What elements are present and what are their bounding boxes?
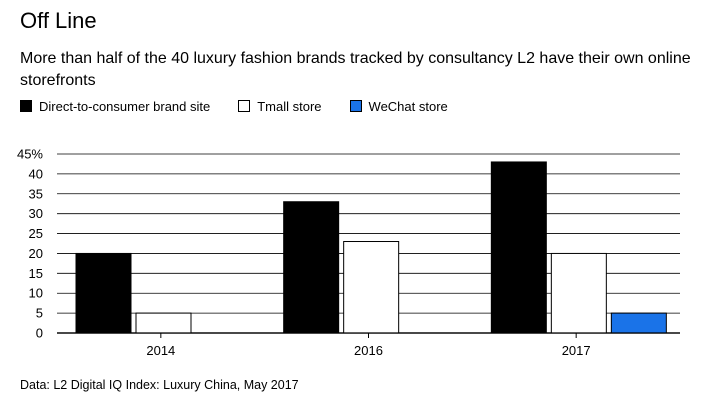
y-tick-label: 0	[36, 326, 43, 341]
legend-label-wechat: WeChat store	[368, 98, 448, 114]
bar-direct-to-consumer-brand-site	[283, 201, 340, 334]
y-tick-label: 10	[29, 286, 43, 301]
legend: Direct-to-consumer brand site Tmall stor…	[20, 97, 476, 115]
x-tick-label: 2017	[562, 343, 591, 358]
bar-tmall-store	[135, 312, 192, 334]
y-tick-label: 5	[36, 306, 43, 321]
y-tick-label: 15	[29, 266, 43, 281]
legend-swatch-wechat	[349, 100, 362, 112]
x-tick-label: 2014	[146, 343, 175, 358]
legend-label-direct: Direct-to-consumer brand site	[39, 98, 211, 114]
bar-chart: 0 5 10 15 20 25 30 35 40 45% 2014 2016 2017	[17, 147, 680, 358]
source-note: Data: L2 Digital IQ Index: Luxury China,…	[20, 378, 299, 392]
y-tick-label: 25	[29, 226, 43, 241]
bar-direct-to-consumer-brand-site	[490, 161, 547, 334]
legend-item-direct: Direct-to-consumer brand site	[20, 99, 210, 114]
bar-wechat-store	[610, 312, 667, 334]
bar-tmall-store	[343, 241, 400, 334]
y-tick-label: 30	[29, 206, 43, 221]
y-tick-label: 20	[29, 246, 43, 261]
legend-swatch-tmall	[238, 100, 251, 112]
x-tick-label: 2016	[354, 343, 383, 358]
bar-tmall-store	[550, 252, 607, 334]
legend-label-tmall: Tmall store	[257, 98, 322, 114]
chart-subtitle: More than half of the 40 luxury fashion …	[20, 50, 691, 89]
y-tick-label: 35	[29, 186, 43, 201]
bar-direct-to-consumer-brand-site	[75, 252, 132, 334]
legend-swatch-direct	[20, 100, 32, 112]
legend-item-wechat: WeChat store	[349, 98, 448, 114]
y-tick-label: 40	[29, 166, 43, 181]
legend-item-tmall: Tmall store	[238, 98, 322, 114]
y-tick-label: 45%	[17, 147, 43, 162]
chart-title: Off Line	[20, 8, 97, 33]
